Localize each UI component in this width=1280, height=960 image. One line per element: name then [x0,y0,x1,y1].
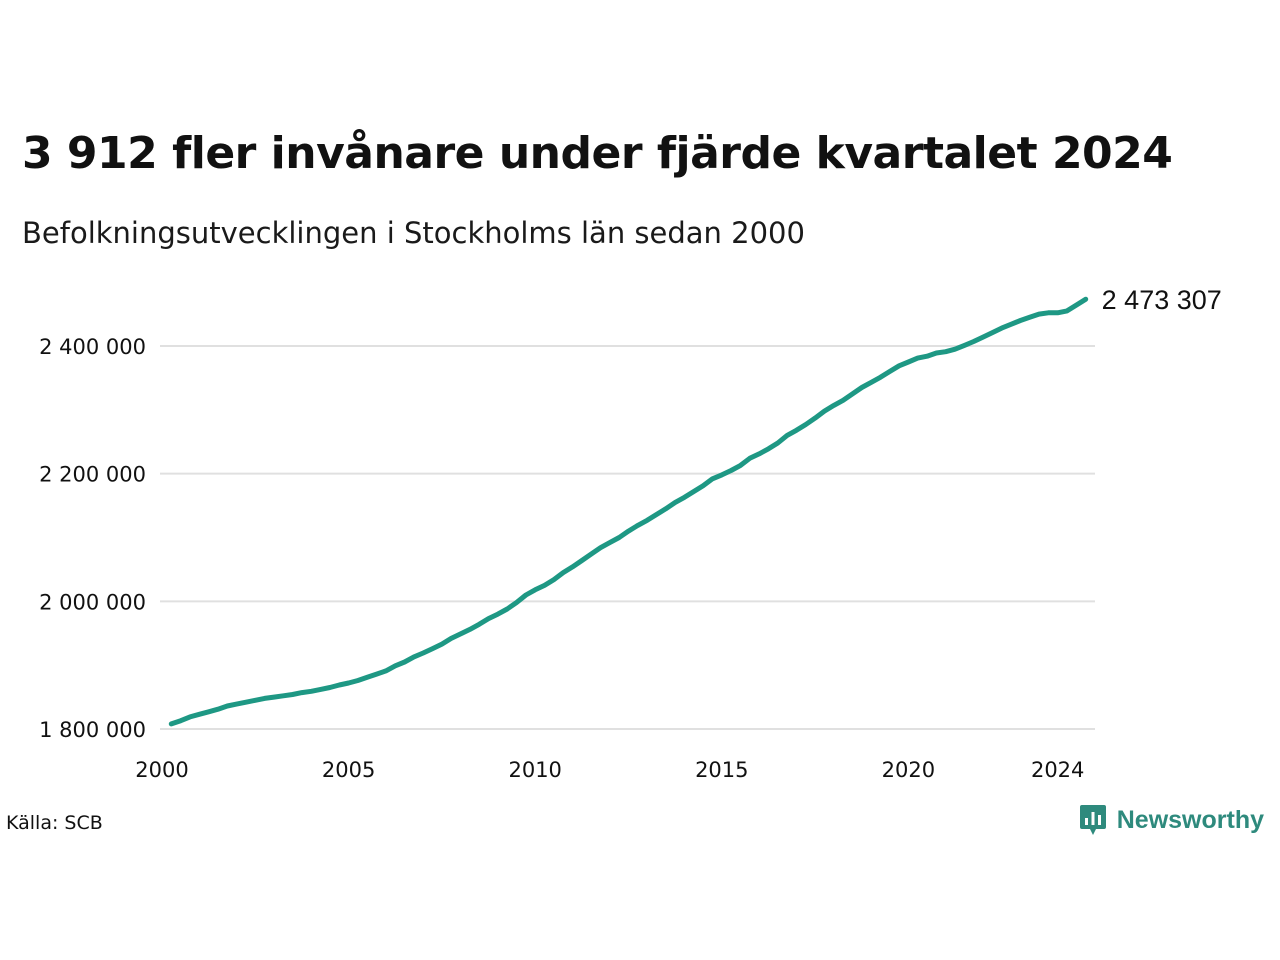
x-tick-label: 2005 [322,758,375,782]
x-tick-label: 2010 [508,758,561,782]
end-value-label: 2 473 307 [1102,285,1222,315]
y-tick-label: 2 200 000 [39,463,146,487]
x-tick-label: 2020 [882,758,935,782]
newsworthy-logo-icon [1079,805,1106,835]
series-line [168,296,1089,727]
gridlines [160,345,1095,730]
source-label: Källa: SCB [6,812,103,834]
y-tick-label: 2 000 000 [39,590,146,614]
y-tick-label: 2 400 000 [39,335,146,359]
x-tick-label: 2015 [695,758,748,782]
x-tick-label: 2024 [1031,758,1084,782]
y-axis-tick-labels: 1 800 000 2 000 000 2 200 000 2 400 000 [39,335,146,742]
x-axis-tick-labels: 2000 2005 2010 2015 2020 2024 [135,758,1084,782]
brand-logo: Newsworthy [1079,803,1264,837]
x-tick-label: 2000 [135,758,188,782]
series-layer: 2 473 307 [168,285,1222,727]
y-tick-label: 1 800 000 [39,718,146,742]
chart-title: 3 912 fler invånare under fjärde kvartal… [22,128,1173,179]
brand-name: Newsworthy [1116,805,1264,834]
chart-subtitle: Befolkningsutvecklingen i Stockholms län… [22,216,805,250]
